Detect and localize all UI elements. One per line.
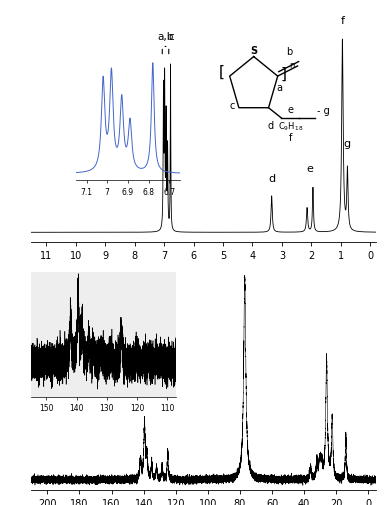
Text: S: S bbox=[250, 45, 257, 56]
Text: f: f bbox=[289, 133, 292, 143]
Text: C$_9$H$_{18}$: C$_9$H$_{18}$ bbox=[278, 121, 303, 133]
Text: f: f bbox=[340, 16, 345, 26]
Text: c: c bbox=[168, 32, 174, 42]
Text: e: e bbox=[287, 106, 293, 116]
Text: d: d bbox=[268, 174, 275, 184]
Text: e: e bbox=[307, 164, 314, 174]
Text: [: [ bbox=[218, 65, 224, 80]
Text: d: d bbox=[267, 121, 273, 131]
Text: ]: ] bbox=[280, 67, 287, 82]
Text: - g: - g bbox=[317, 106, 330, 116]
Text: a,b: a,b bbox=[157, 32, 174, 42]
Text: c: c bbox=[230, 100, 235, 111]
Text: a: a bbox=[276, 83, 283, 93]
Text: b: b bbox=[286, 47, 292, 57]
Text: g: g bbox=[344, 139, 351, 149]
Text: n: n bbox=[289, 61, 295, 70]
